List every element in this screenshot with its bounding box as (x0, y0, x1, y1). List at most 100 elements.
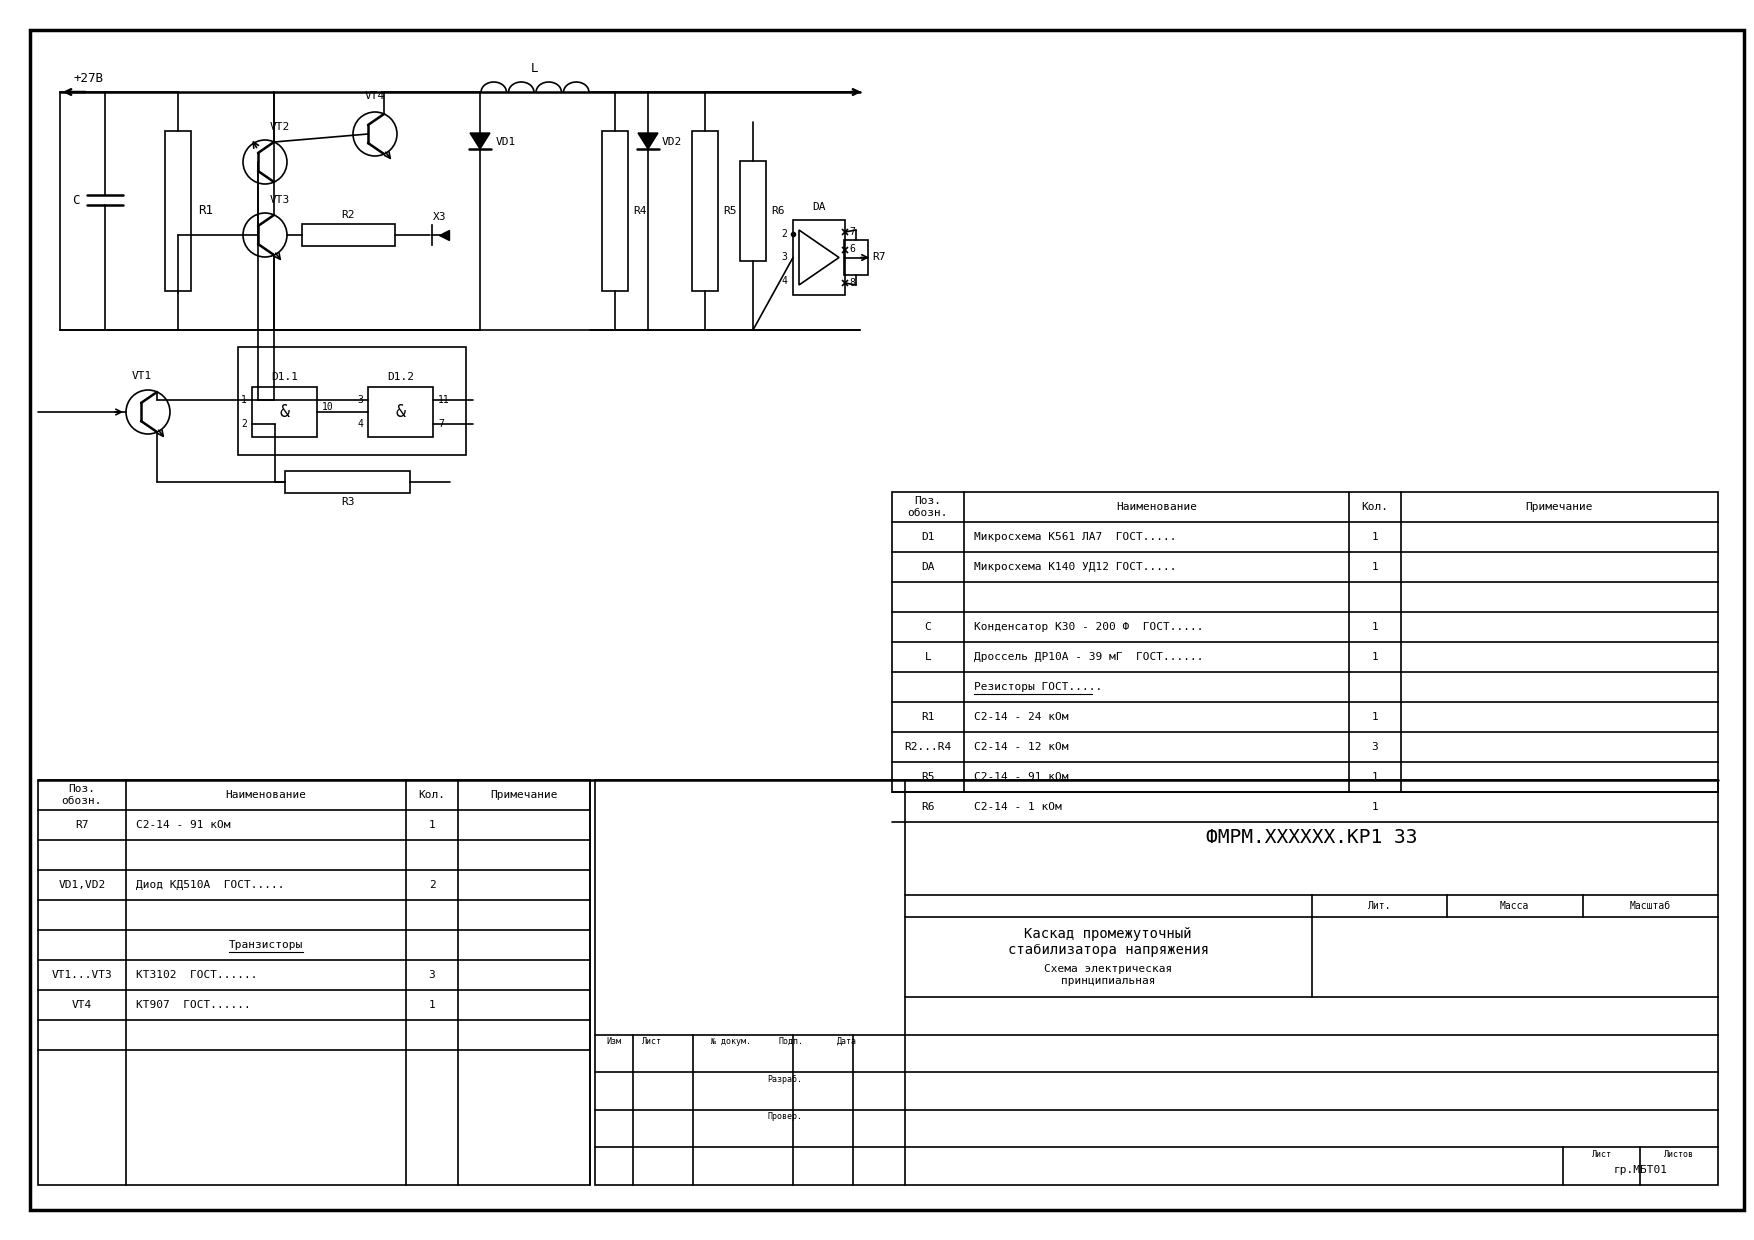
Bar (39, 780, 589, 1185)
Text: VD1,VD2: VD1,VD2 (58, 880, 105, 890)
Text: Микросхема К561 ЛА7  ГОСТ.....: Микросхема К561 ЛА7 ГОСТ..... (973, 532, 1177, 542)
Text: Лит.: Лит. (1368, 901, 1391, 911)
Bar (893, 492, 1717, 792)
Text: R7: R7 (75, 820, 89, 830)
Text: Масса: Масса (1500, 901, 1529, 911)
Text: R3: R3 (340, 497, 354, 507)
Text: 1: 1 (1372, 652, 1379, 662)
Text: D1.2: D1.2 (388, 372, 414, 382)
Text: Наименование: Наименование (1116, 502, 1196, 512)
Text: № докум.: № докум. (710, 1037, 751, 1047)
Text: Примечание: Примечание (1526, 502, 1593, 512)
Text: VT1...VT3: VT1...VT3 (51, 970, 112, 980)
Text: &: & (279, 403, 289, 422)
Text: 1: 1 (1372, 802, 1379, 812)
Text: Примечание: Примечание (491, 790, 558, 800)
Text: Микросхема К140 УД12 ГОСТ.....: Микросхема К140 УД12 ГОСТ..... (973, 562, 1177, 572)
Text: Резисторы ГОСТ.....: Резисторы ГОСТ..... (973, 682, 1102, 692)
Text: 3: 3 (781, 253, 788, 263)
Text: Кол.: Кол. (1361, 502, 1389, 512)
Text: Лист: Лист (642, 1037, 661, 1047)
Bar (844, 241, 868, 275)
Text: Провер.: Провер. (768, 1112, 803, 1121)
Text: КТ3102  ГОСТ......: КТ3102 ГОСТ...... (137, 970, 258, 980)
Text: 3: 3 (1372, 742, 1379, 751)
Text: Лист: Лист (1591, 1149, 1612, 1159)
Text: Каскад промежуточный
стабилизатора напряжения: Каскад промежуточный стабилизатора напря… (1009, 928, 1209, 957)
Text: Дата: Дата (837, 1037, 858, 1047)
Text: Наименование: Наименование (226, 790, 307, 800)
Text: 6: 6 (849, 244, 854, 254)
Text: VT1: VT1 (132, 371, 153, 381)
Text: 4: 4 (358, 419, 363, 429)
Text: VD1: VD1 (496, 136, 516, 148)
Text: R6: R6 (772, 206, 784, 216)
Text: Подп.: Подп. (779, 1037, 803, 1047)
Text: С2-14 - 91 кОм: С2-14 - 91 кОм (973, 773, 1068, 782)
Bar (793, 219, 845, 295)
Text: Транзисторы: Транзисторы (228, 940, 303, 950)
Text: 8: 8 (849, 278, 854, 288)
Text: R6: R6 (921, 802, 935, 812)
Text: 2: 2 (428, 880, 435, 890)
Bar (368, 387, 433, 436)
Text: 1: 1 (240, 396, 247, 405)
Text: D1.1: D1.1 (272, 372, 298, 382)
Text: &: & (395, 403, 405, 422)
Text: R7: R7 (872, 253, 886, 263)
Text: R1: R1 (921, 712, 935, 722)
Text: Масштаб: Масштаб (1629, 901, 1672, 911)
Text: Схема электрическая
принципиальная: Схема электрическая принципиальная (1044, 965, 1172, 986)
Text: VT4: VT4 (72, 999, 93, 1011)
Bar (693, 131, 717, 291)
Text: R4: R4 (633, 206, 647, 216)
Text: X3: X3 (433, 212, 447, 222)
Text: Конденсатор К30 - 200 Ф  ГОСТ.....: Конденсатор К30 - 200 Ф ГОСТ..... (973, 622, 1203, 632)
Text: 1: 1 (1372, 773, 1379, 782)
Text: R2...R4: R2...R4 (905, 742, 952, 751)
Text: КТ907  ГОСТ......: КТ907 ГОСТ...... (137, 999, 251, 1011)
Text: R2: R2 (342, 210, 356, 219)
Text: 3: 3 (428, 970, 435, 980)
Text: VT3: VT3 (270, 195, 289, 205)
Bar (602, 131, 628, 291)
Text: Диод КД510А  ГОСТ.....: Диод КД510А ГОСТ..... (137, 880, 284, 890)
Text: 1: 1 (1372, 562, 1379, 572)
Text: С2-14 - 91 кОм: С2-14 - 91 кОм (137, 820, 230, 830)
Text: Поз.
обозн.: Поз. обозн. (909, 496, 949, 518)
Text: R5: R5 (723, 206, 737, 216)
Text: 11: 11 (438, 396, 449, 405)
Text: +27В: +27В (74, 72, 103, 84)
Text: VD2: VD2 (661, 136, 682, 148)
Text: 1: 1 (428, 820, 435, 830)
Text: С2-14 - 12 кОм: С2-14 - 12 кОм (973, 742, 1068, 751)
Text: R5: R5 (921, 773, 935, 782)
Text: гр.МБТ01: гр.МБТ01 (1614, 1166, 1668, 1176)
Text: 1: 1 (428, 999, 435, 1011)
Bar (595, 780, 1717, 1185)
Text: ФМРМ.XXXXXX.КР1 ЗЗ: ФМРМ.XXXXXX.КР1 ЗЗ (1205, 828, 1417, 847)
Text: 2: 2 (240, 419, 247, 429)
Text: 2: 2 (781, 229, 788, 239)
Polygon shape (470, 133, 489, 149)
Text: C: C (924, 622, 931, 632)
Text: Листов: Листов (1665, 1149, 1694, 1159)
Text: Разраб.: Разраб. (768, 1075, 803, 1084)
Text: R1: R1 (198, 205, 212, 217)
Text: 1: 1 (1372, 712, 1379, 722)
Text: 7: 7 (438, 419, 444, 429)
Text: Поз.
обозн.: Поз. обозн. (61, 784, 102, 806)
Text: С2-14 - 24 кОм: С2-14 - 24 кОм (973, 712, 1068, 722)
Text: Изм: Изм (607, 1037, 621, 1047)
Bar (740, 161, 766, 260)
Bar (302, 224, 395, 246)
Text: Кол.: Кол. (419, 790, 446, 800)
Bar (253, 387, 317, 436)
Text: VT2: VT2 (270, 122, 289, 131)
Polygon shape (638, 133, 658, 149)
Text: C: C (72, 193, 81, 207)
Bar (284, 471, 410, 494)
Text: С2-14 - 1 кОм: С2-14 - 1 кОм (973, 802, 1061, 812)
Text: L: L (924, 652, 931, 662)
Text: Дроссель ДР10А - 39 мГ  ГОСТ......: Дроссель ДР10А - 39 мГ ГОСТ...... (973, 652, 1203, 662)
